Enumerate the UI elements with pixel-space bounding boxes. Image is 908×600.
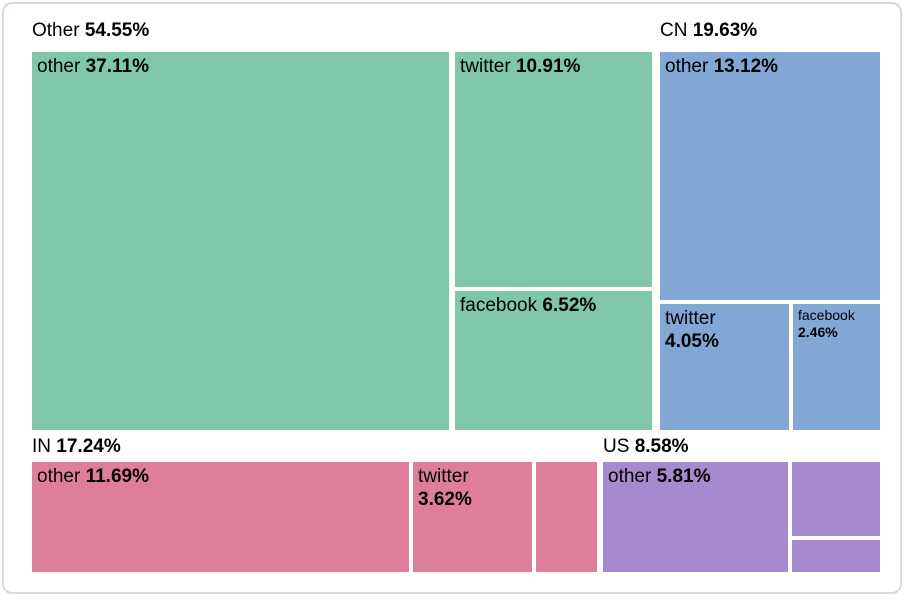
group-value: 54.55% bbox=[84, 20, 150, 41]
cell-value: 2.46% bbox=[798, 324, 838, 340]
cell-value: 3.62% bbox=[418, 489, 472, 510]
treemap-cell-other-facebook[interactable]: facebook 6.52% bbox=[455, 291, 652, 430]
treemap-cell-in-facebook[interactable] bbox=[536, 462, 597, 572]
cell-value: 5.81% bbox=[656, 466, 711, 487]
treemap-cell-in-other[interactable]: other 11.69% bbox=[32, 462, 409, 572]
treemap-cell-in-twitter[interactable]: twitter 3.62% bbox=[413, 462, 532, 572]
group-value: 19.63% bbox=[692, 20, 758, 41]
group-label-us: US 8.58% bbox=[603, 436, 689, 458]
cell-name: other bbox=[37, 466, 81, 487]
cell-name: twitter bbox=[460, 56, 511, 77]
cell-name: twitter bbox=[665, 308, 716, 329]
cell-name: other bbox=[608, 466, 652, 487]
treemap-cell-cn-facebook[interactable]: facebook 2.46% bbox=[793, 304, 880, 430]
cell-value: 10.91% bbox=[515, 56, 581, 77]
treemap-cell-cn-other[interactable]: other 13.12% bbox=[660, 52, 880, 300]
group-value: 17.24% bbox=[56, 436, 121, 457]
group-label-in: IN 17.24% bbox=[32, 436, 121, 458]
treemap-cell-us-twitter[interactable] bbox=[792, 462, 880, 536]
cell-value: 6.52% bbox=[542, 295, 597, 316]
group-label-cn: CN 19.63% bbox=[660, 20, 757, 42]
cell-name: twitter bbox=[418, 466, 469, 487]
cell-value: 13.12% bbox=[713, 56, 779, 77]
group-name: Other bbox=[32, 20, 80, 41]
cell-label: twitter 3.62% bbox=[418, 465, 530, 511]
group-name: CN bbox=[660, 20, 688, 41]
cell-label: other 37.11% bbox=[37, 55, 447, 78]
group-name: IN bbox=[32, 436, 51, 457]
cell-name: other bbox=[665, 56, 709, 77]
group-value: 8.58% bbox=[634, 436, 689, 457]
treemap-cell-other-twitter[interactable]: twitter 10.91% bbox=[455, 52, 652, 287]
treemap-cell-us-other[interactable]: other 5.81% bbox=[603, 462, 788, 572]
group-name: US bbox=[603, 436, 630, 457]
cell-label: facebook 2.46% bbox=[798, 307, 878, 341]
cell-value: 11.69% bbox=[85, 466, 149, 487]
treemap-cell-cn-twitter[interactable]: twitter 4.05% bbox=[660, 304, 789, 430]
treemap-cell-other-other[interactable]: other 37.11% bbox=[32, 52, 449, 430]
cell-label: other 11.69% bbox=[37, 465, 407, 488]
cell-label: twitter 10.91% bbox=[460, 55, 650, 78]
cell-name: facebook bbox=[798, 307, 855, 323]
cell-value: 4.05% bbox=[665, 331, 719, 352]
cell-name: facebook bbox=[460, 295, 538, 316]
treemap-cell-us-facebook[interactable] bbox=[792, 540, 880, 572]
cell-name: other bbox=[37, 56, 81, 77]
cell-label: other 13.12% bbox=[665, 55, 878, 78]
cell-label: twitter 4.05% bbox=[665, 307, 787, 353]
cell-label: other 5.81% bbox=[608, 465, 786, 488]
cell-label: facebook 6.52% bbox=[460, 294, 650, 317]
cell-value: 37.11% bbox=[85, 56, 149, 77]
group-label-other: Other 54.55% bbox=[32, 20, 149, 42]
